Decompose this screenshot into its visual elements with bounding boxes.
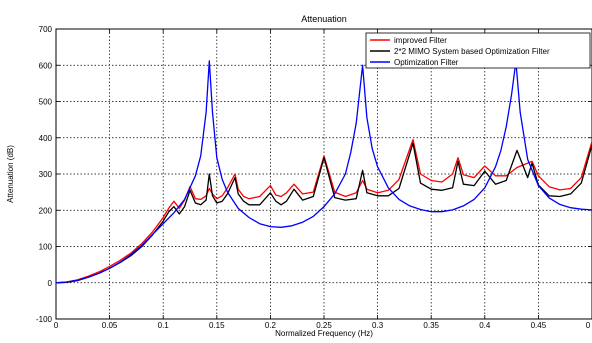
x-tick-label: 0.35 (423, 321, 439, 330)
y-tick-label: 400 (39, 134, 53, 143)
y-tick-label: -100 (36, 315, 53, 324)
y-tick-label: 600 (39, 61, 53, 70)
x-tick-label: 0.05 (102, 321, 118, 330)
y-axis-label: Attenuation (dB) (6, 145, 15, 203)
x-axis-label: Normalized Frequency (Hz) (275, 329, 373, 338)
x-tick-label: 0.45 (531, 321, 547, 330)
y-tick-label: 0 (48, 279, 53, 288)
y-tick-label: 100 (39, 243, 53, 252)
series-line-mimo-filter (55, 142, 592, 284)
y-tick-label: 300 (39, 170, 53, 179)
y-tick-label: 700 (39, 25, 53, 34)
x-tick-label: 0.2 (265, 321, 277, 330)
chart-title: Attenuation (301, 14, 347, 24)
legend-box (365, 32, 591, 69)
grid-lines (56, 29, 592, 319)
x-tick-label: 0 (586, 321, 591, 330)
x-tick-label: 0.25 (316, 321, 332, 330)
legend-label-improved-filter: improved Filter (394, 36, 447, 45)
legend-label-optimization-filter: Optimization Filter (394, 58, 459, 67)
legend: improved Filter 2*2 MIMO System based Op… (365, 32, 591, 69)
series-lines (55, 60, 592, 284)
x-tick-label: 0.4 (479, 321, 491, 330)
y-tick-label: 500 (39, 98, 53, 107)
x-tick-label: 0.15 (209, 321, 225, 330)
series-line-optimization-filter (55, 60, 592, 284)
y-tick-label: 200 (39, 206, 53, 215)
x-tick-label: 0 (54, 321, 59, 330)
x-tick-label: 0.1 (158, 321, 170, 330)
legend-label-mimo-filter: 2*2 MIMO System based Optimization Filte… (394, 47, 550, 56)
x-tick-label: 0.3 (372, 321, 384, 330)
series-line-improved-filter (55, 138, 592, 284)
axis-ticks: 0 0.05 0.1 0.15 0.2 0.25 0.3 0.35 0.4 0.45 0-10001… (36, 25, 592, 330)
